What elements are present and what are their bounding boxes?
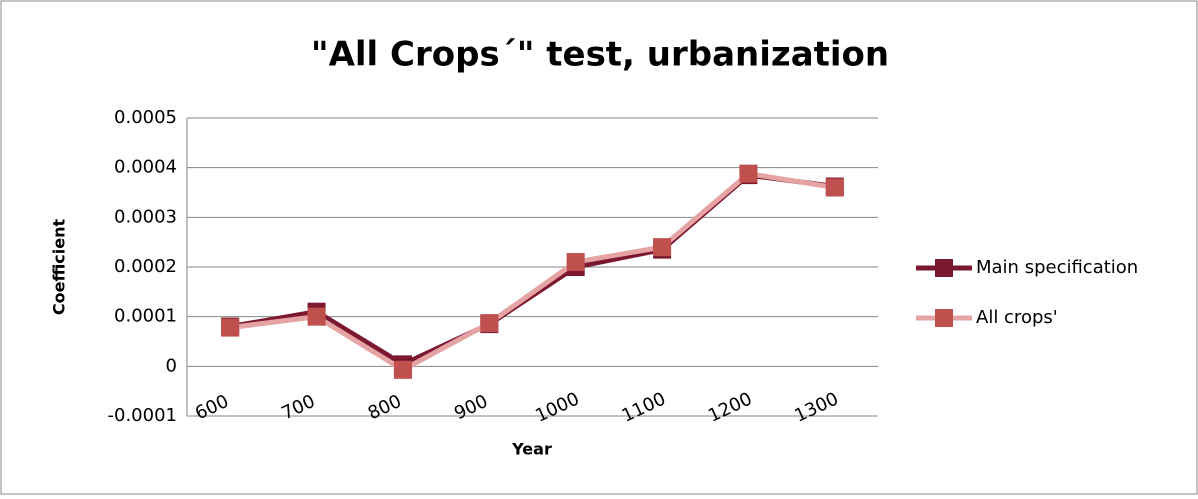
y-tick-label: 0.0003 [114,206,177,227]
legend-marker [935,309,953,327]
legend-marker [935,259,953,277]
y-axis-label: Coefficient [50,219,69,316]
y-tick-label: -0.0001 [108,405,177,426]
point-marker [566,253,585,272]
legend-label: All crops' [976,307,1058,328]
y-tick-label: 0 [166,355,177,376]
legend-label: Main specification [976,257,1138,278]
series-line [229,171,836,373]
point-marker [480,314,499,333]
y-tick-label: 0.0001 [114,306,177,327]
point-marker [221,318,240,337]
point-marker [307,307,326,326]
y-tick-label: 0.0004 [114,157,177,178]
chart-title: "All Crops´" test, urbanization [311,35,889,75]
point-marker [393,360,412,379]
x-axis-label: Year [511,440,552,459]
y-tick-label: 0.0002 [114,256,177,277]
point-marker [653,238,672,257]
y-tick-label: 0.0005 [114,107,177,128]
point-marker [739,164,758,183]
point-marker [825,178,844,197]
